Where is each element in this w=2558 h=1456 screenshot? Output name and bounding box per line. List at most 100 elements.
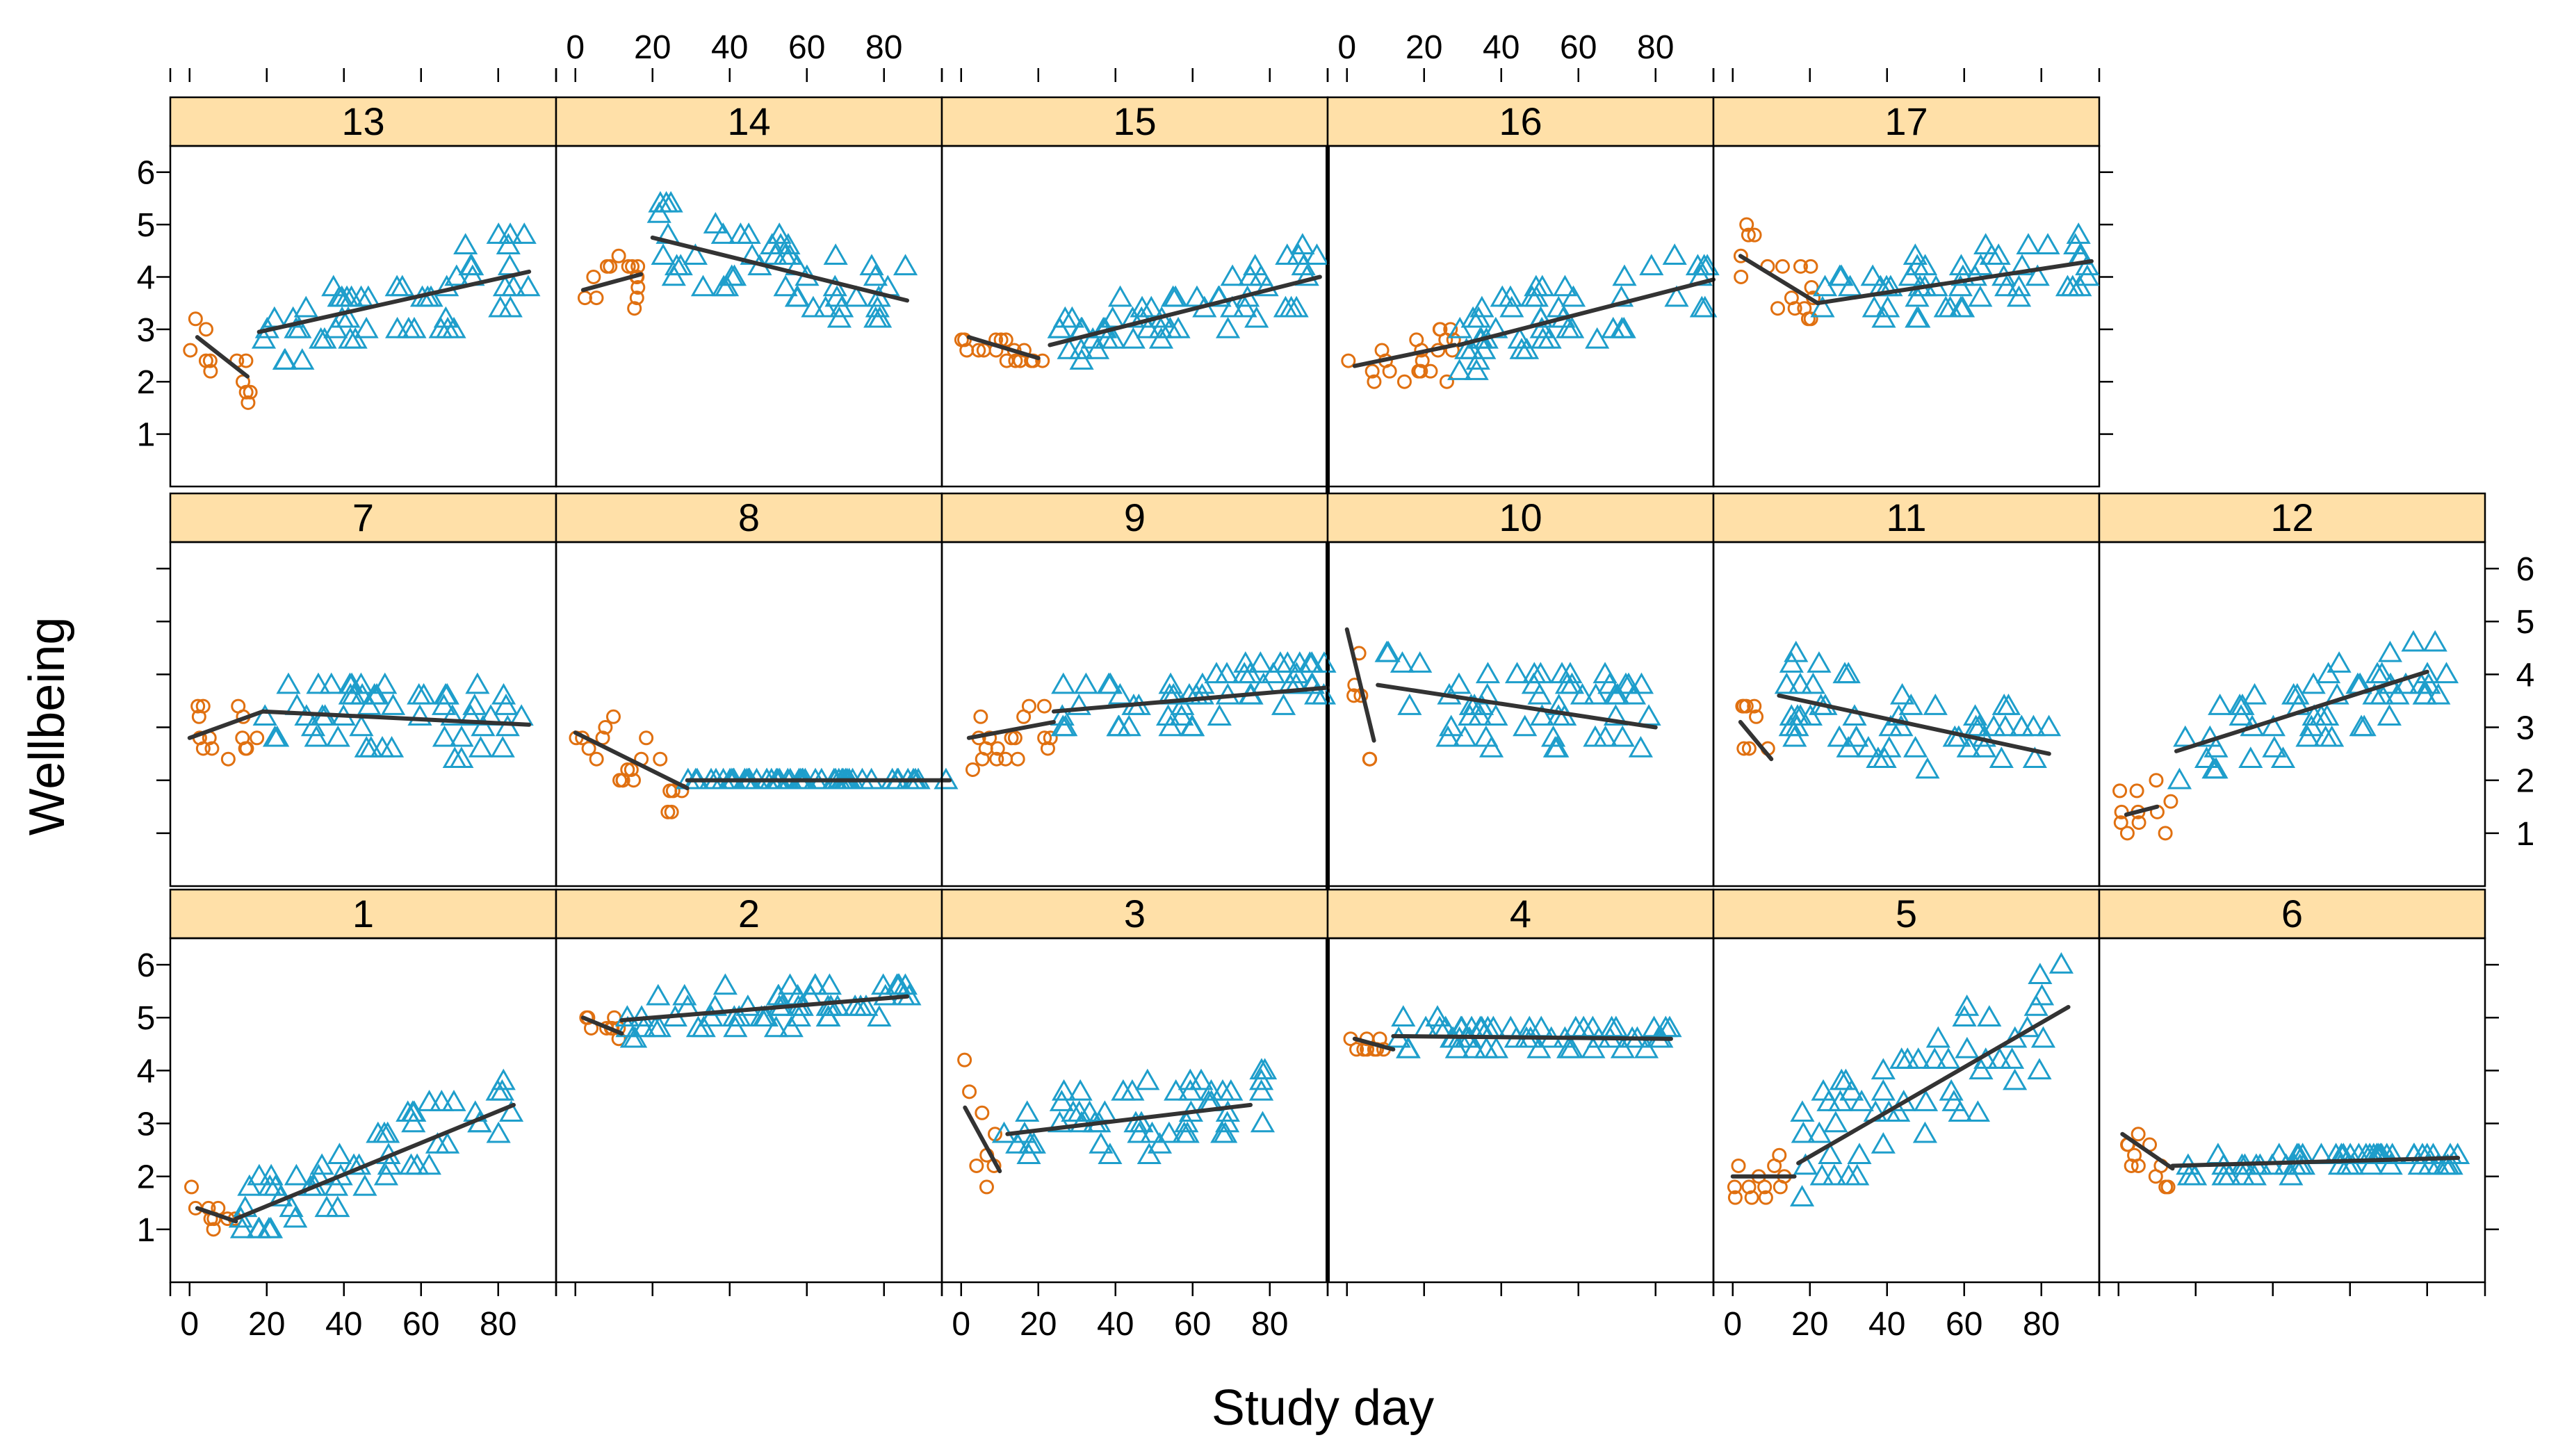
baseline-point xyxy=(238,353,254,368)
intervention-point xyxy=(672,983,697,1006)
intervention-point xyxy=(1101,327,1126,349)
intervention-point xyxy=(2003,1068,2028,1090)
data-points xyxy=(190,672,534,768)
baseline-point xyxy=(626,773,641,788)
y-tick-label: 5 xyxy=(137,1000,156,1037)
intervention-point xyxy=(1952,1005,1977,1026)
panel-12: 12 xyxy=(2098,492,2486,887)
y-tick-label: 4 xyxy=(2516,657,2535,694)
x-tick-label: 80 xyxy=(2023,1306,2060,1343)
baseline-point xyxy=(198,353,213,368)
intervention-point xyxy=(1689,295,1714,318)
panel-strip xyxy=(1326,888,1715,940)
data-points xyxy=(2112,630,2459,841)
intervention-point xyxy=(1253,1058,1278,1080)
intervention-point xyxy=(2295,725,2320,747)
x-tick-label: 0 xyxy=(566,29,585,66)
intervention-point xyxy=(1956,735,1981,758)
intervention-point xyxy=(1529,704,1555,726)
intervention-point xyxy=(863,264,888,286)
intervention-point xyxy=(1845,1163,1870,1186)
panel-strip-label: 16 xyxy=(1499,99,1542,143)
intervention-point xyxy=(867,306,893,328)
baseline-point xyxy=(191,709,206,724)
panel-3: 3 xyxy=(940,888,1329,1284)
intervention-point xyxy=(1948,275,1973,297)
intervention-point xyxy=(465,672,490,694)
baseline-point xyxy=(969,1158,984,1173)
baseline-point xyxy=(1346,688,1362,703)
y-axis-row-0 xyxy=(2099,171,2113,435)
intervention-point xyxy=(1121,327,1146,349)
intervention-point xyxy=(2016,233,2041,254)
intervention-point xyxy=(2270,746,2296,768)
intervention-point xyxy=(2075,264,2100,286)
baseline-point xyxy=(2131,1127,2146,1142)
baseline-point xyxy=(204,741,220,756)
data-points xyxy=(184,1068,524,1238)
intervention-point xyxy=(495,714,520,737)
intervention-point xyxy=(468,735,494,758)
intervention-point xyxy=(2023,994,2048,1016)
intervention-point xyxy=(1169,704,1194,726)
intervention-point xyxy=(256,1216,282,1238)
intervention-point xyxy=(1871,306,1896,328)
intervention-point xyxy=(2279,1163,2304,1186)
baseline-point xyxy=(2112,783,2128,799)
intervention-point xyxy=(1137,1143,1162,1164)
intervention-point xyxy=(1459,337,1484,359)
intervention-point xyxy=(1232,295,1257,318)
baseline-point xyxy=(2163,794,2178,809)
intervention-point xyxy=(1664,285,1689,307)
intervention-point xyxy=(2030,1026,2056,1048)
intervention-trend-line xyxy=(1376,682,1658,730)
baseline-point xyxy=(1747,227,1762,243)
y-tick-label: 2 xyxy=(137,364,156,401)
intervention-point xyxy=(2194,746,2219,768)
x-tick-label: 60 xyxy=(1174,1306,1211,1343)
intervention-point xyxy=(664,254,690,276)
intervention-point xyxy=(1561,285,1586,307)
baseline-point xyxy=(2148,1169,2163,1184)
intervention-point xyxy=(683,243,708,265)
intervention-point xyxy=(265,725,290,747)
baseline-point xyxy=(624,762,639,777)
panel-strip xyxy=(940,888,1329,940)
intervention-point xyxy=(263,1174,288,1196)
intervention-point xyxy=(767,222,792,244)
intervention-point xyxy=(735,994,760,1016)
intervention-point xyxy=(425,1131,450,1154)
intervention-point xyxy=(712,973,738,995)
panel-strip xyxy=(555,96,943,147)
intervention-point xyxy=(1812,275,1838,297)
intervention-point xyxy=(646,201,671,223)
intervention-point xyxy=(251,327,277,349)
intervention-point xyxy=(1475,662,1501,684)
baseline-point xyxy=(621,259,636,274)
intervention-point xyxy=(1597,672,1622,694)
intervention-point xyxy=(401,1111,426,1133)
intervention-point xyxy=(1297,651,1322,673)
intervention-point xyxy=(1447,672,1472,694)
y-axis-row-2: 1 2 3 4 5 6 xyxy=(137,947,170,1249)
y-tick-label: 2 xyxy=(2516,763,2535,800)
intervention-point xyxy=(416,1153,441,1175)
intervention-point xyxy=(485,1079,510,1101)
intervention-point xyxy=(380,694,406,715)
intervention-point xyxy=(352,1174,377,1196)
intervention-point xyxy=(2285,682,2310,705)
intervention-point xyxy=(417,1090,442,1111)
intervention-point xyxy=(1856,735,1881,758)
intervention-trend-line xyxy=(1048,275,1322,347)
intervention-point xyxy=(1605,682,1630,705)
panel-strip-label: 1 xyxy=(352,892,374,935)
intervention-point xyxy=(803,973,828,995)
intervention-point xyxy=(1903,243,1928,265)
y-axis-row-0: 1 2 3 4 5 6 xyxy=(137,155,170,454)
intervention-point xyxy=(501,275,526,297)
intervention-point xyxy=(1609,316,1634,338)
y-tick-label: 5 xyxy=(137,207,156,244)
intervention-point xyxy=(442,746,467,768)
intervention-point xyxy=(2377,704,2402,726)
intervention-point xyxy=(1447,359,1472,380)
